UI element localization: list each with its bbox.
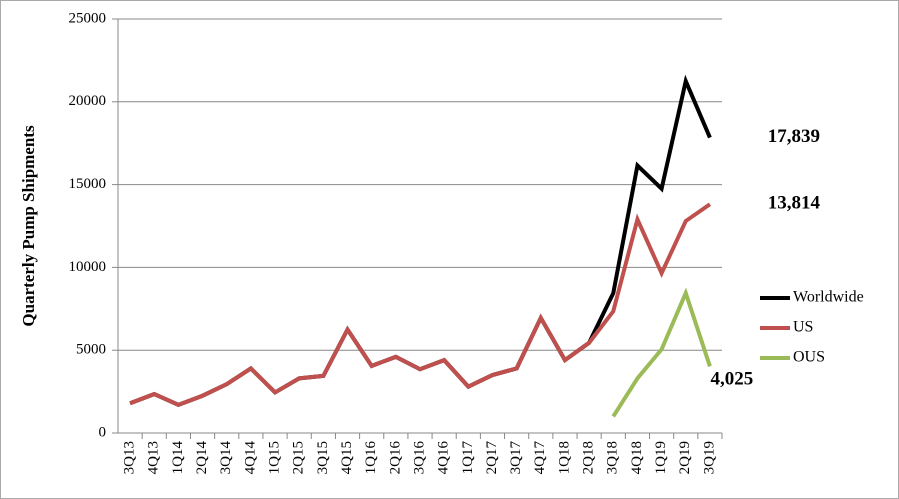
x-tick-label: 4Q13 <box>146 441 162 474</box>
x-tick-label: 4Q15 <box>339 441 355 474</box>
x-tick-label: 3Q19 <box>701 441 717 474</box>
x-tick-label: 4Q17 <box>532 441 548 475</box>
x-tick-label: 3Q17 <box>508 441 524 475</box>
y-tick-label: 0 <box>99 424 107 440</box>
x-tick-label: 2Q16 <box>387 441 403 475</box>
x-tick-label: 1Q17 <box>460 441 476 475</box>
x-tick-label: 2Q19 <box>677 441 693 474</box>
series-line <box>129 74 712 408</box>
y-tick-label: 5000 <box>76 342 106 358</box>
x-tick-label: 1Q15 <box>266 441 282 474</box>
x-tick-label: 1Q16 <box>363 441 379 475</box>
x-tick-label: 2Q15 <box>291 441 307 474</box>
y-tick-label: 10000 <box>69 259 107 275</box>
legend-label: OUS <box>793 349 825 366</box>
x-tick-label: 3Q16 <box>411 441 427 475</box>
y-tick-label: 25000 <box>69 10 107 26</box>
x-tick-label: 4Q14 <box>242 441 258 475</box>
x-tick-label: 3Q18 <box>605 441 621 474</box>
series-line <box>611 287 712 418</box>
legend-label: Worldwide <box>793 289 864 306</box>
y-axis-label: Quarterly Pump Shipments <box>19 125 38 327</box>
data-label: 17,839 <box>768 126 820 147</box>
legend-label: US <box>793 319 813 336</box>
x-tick-label: 1Q19 <box>653 441 669 474</box>
y-tick-label: 20000 <box>69 93 107 109</box>
x-tick-label: 3Q15 <box>315 441 331 474</box>
x-tick-label: 1Q18 <box>556 441 572 474</box>
x-tick-label: 2Q14 <box>194 441 210 475</box>
x-tick-label: 4Q18 <box>629 441 645 474</box>
x-tick-label: 2Q17 <box>484 441 500 475</box>
data-label: 13,814 <box>768 193 821 214</box>
series-line <box>129 202 712 408</box>
y-tick-label: 15000 <box>69 176 107 192</box>
data-label: 4,025 <box>711 369 754 390</box>
x-tick-label: 3Q13 <box>122 441 138 474</box>
x-tick-label: 3Q14 <box>218 441 234 475</box>
x-tick-label: 2Q18 <box>581 441 597 474</box>
x-tick-label: 1Q14 <box>170 441 186 475</box>
x-tick-label: 4Q16 <box>436 441 452 475</box>
